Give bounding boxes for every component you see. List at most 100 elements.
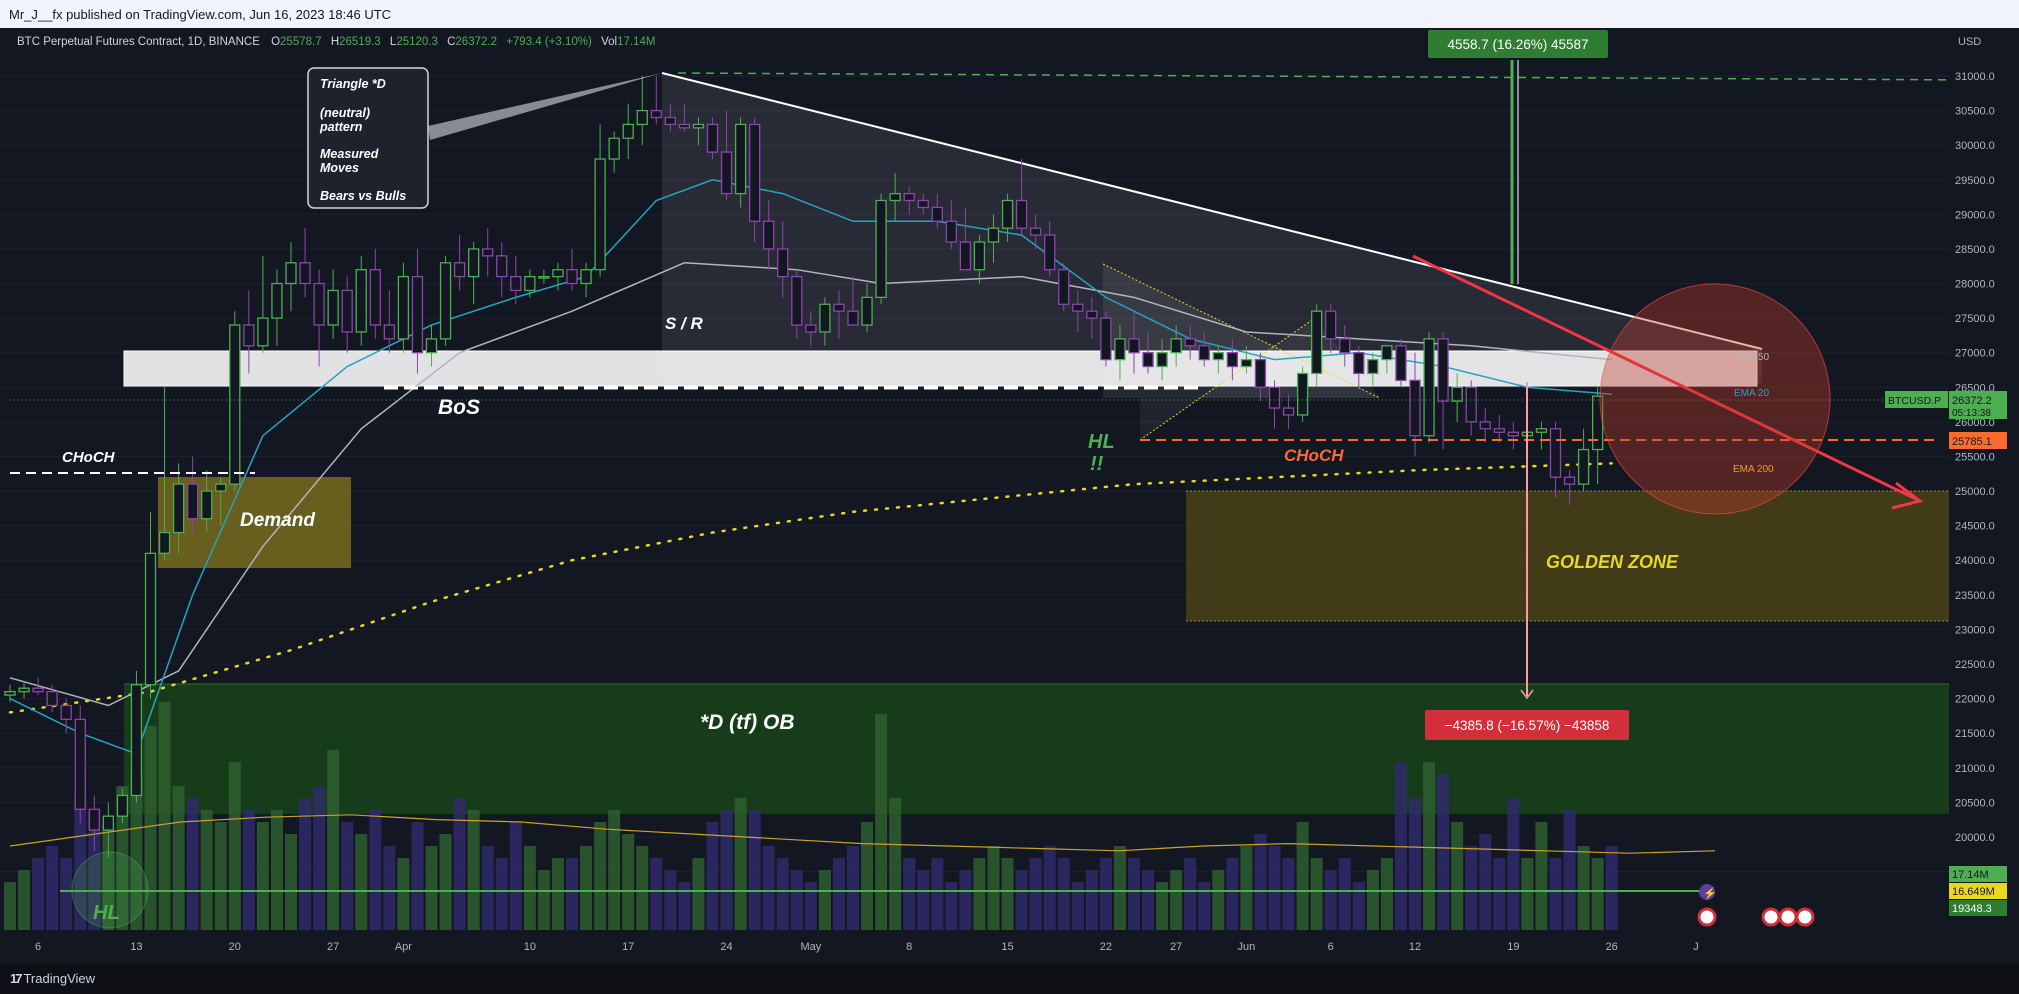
bowtie-line-2 <box>1139 317 1316 441</box>
candle-body <box>636 109 648 126</box>
candle-body <box>1015 199 1028 229</box>
candle-body <box>889 192 901 202</box>
volume-bar <box>875 714 888 930</box>
candle-body <box>791 275 803 326</box>
candle-body <box>32 687 44 693</box>
time-tick-label: 19 <box>1507 941 1519 953</box>
volume-bar <box>116 786 129 930</box>
chart-canvas[interactable]: Triangle *D (neutral) pattern Measured M… <box>0 28 2019 964</box>
candle-body <box>299 262 311 285</box>
volume-bar <box>1113 846 1126 930</box>
ema50-line <box>9 262 1612 707</box>
candle-body <box>496 255 508 278</box>
candle-body <box>1563 476 1576 485</box>
lightning-icon <box>1699 884 1715 900</box>
candle-body <box>692 123 705 129</box>
time-tick-label: 26 <box>1606 941 1618 953</box>
price-tick-label: 28000.0 <box>1955 279 1995 291</box>
volume-bar <box>1437 774 1450 930</box>
price-tags: BTCUSD.P 26372.2 05:13:38 25785.1 17.14M… <box>1885 391 2007 916</box>
measure-down-tag[interactable]: −4385.8 (−16.57%) −43858 <box>1425 710 1629 740</box>
time-tick-label: 10 <box>524 941 536 953</box>
volume-bar <box>4 882 16 930</box>
candle-body <box>1114 338 1126 361</box>
volume-bar <box>397 858 410 930</box>
event-icons[interactable]: ⚡ <box>1697 884 1815 927</box>
price-tick-label: 21500.0 <box>1955 728 1995 740</box>
candle-body <box>355 269 367 333</box>
triangle-fill <box>662 73 1762 383</box>
volume-bars <box>4 702 1618 930</box>
legend: BTC Perpetual Futures Contract, 1D, BINA… <box>17 36 655 48</box>
price-tick-label: 24500.0 <box>1955 521 1995 533</box>
volume-bar <box>1577 846 1590 930</box>
time-tick-label: 17 <box>622 941 634 953</box>
note-line-5: Moves <box>320 161 359 175</box>
candle-body <box>1451 386 1463 402</box>
candle-body <box>650 109 662 119</box>
tradingview-logo[interactable]: 17 TradingView <box>10 971 95 986</box>
volume-bar <box>1212 870 1225 930</box>
measure-up-tag[interactable]: 4558.7 (16.26%) 45587 <box>1428 30 1608 58</box>
candle-body <box>1311 310 1323 375</box>
candle-body <box>243 324 255 347</box>
candle-body <box>1254 358 1267 388</box>
candles <box>4 76 1604 858</box>
volume-bar <box>411 822 424 930</box>
candle-body <box>594 158 606 271</box>
candle-body <box>1296 372 1309 416</box>
note-pointer <box>428 73 662 140</box>
price-tick-label: 26000.0 <box>1955 417 1995 429</box>
volume-bar <box>1409 798 1421 930</box>
candle-body <box>510 275 522 292</box>
candle-body <box>931 206 943 222</box>
candle-body <box>453 262 466 278</box>
candle-body <box>1156 352 1168 368</box>
volume-bar <box>720 810 733 930</box>
triangle-note-box[interactable]: Triangle *D (neutral) pattern Measured M… <box>307 67 662 209</box>
golden-zone-label: GOLDEN ZONE <box>1546 552 1679 572</box>
volume-bar <box>369 810 382 930</box>
legend-line: BTC Perpetual Futures Contract, 1D, BINA… <box>17 36 655 48</box>
volume-bar <box>214 822 227 930</box>
price-tick-label: 27000.0 <box>1955 348 1995 360</box>
price-tick-label: 31000.0 <box>1955 71 1995 83</box>
volume-bar <box>172 786 185 930</box>
volume-bar <box>678 882 691 930</box>
vol-avg-tag-bg <box>1949 900 2007 916</box>
volume-bar <box>1380 858 1393 930</box>
price-tick-label: 29000.0 <box>1955 209 1995 221</box>
candle-body <box>4 691 16 696</box>
volume-bar <box>847 846 859 930</box>
time-axis[interactable]: 6 13 20 27 Apr 10 17 24 May 8 15 22 27 Jun 6 12 19 26 J <box>0 934 1949 964</box>
candle-body <box>1493 428 1505 433</box>
candle-body <box>1100 317 1112 361</box>
annotation-labels: S / R BoS CHoCH CHoCH Demand HL !! GOLDE… <box>62 314 1774 924</box>
candle-body <box>1507 431 1519 437</box>
focus-circle <box>1599 283 1831 515</box>
volume-bar <box>1338 858 1351 930</box>
price-tick-label: 29500.0 <box>1955 175 1995 187</box>
candle-body <box>74 718 86 810</box>
volume-bar <box>1310 858 1323 930</box>
volume-bar <box>60 858 73 930</box>
note-line-3: pattern <box>319 120 363 134</box>
candle-body <box>186 483 199 520</box>
volume-bar <box>200 810 213 930</box>
vol-tag-bg <box>1949 866 2007 882</box>
candle-body <box>678 123 691 129</box>
volume-bar <box>88 810 101 930</box>
candle-body <box>1577 448 1590 485</box>
volume-bar <box>74 798 87 930</box>
volume-bar <box>1366 870 1379 930</box>
candle-body <box>763 220 775 250</box>
volume-bar <box>425 846 438 930</box>
volume-bar <box>1099 858 1112 930</box>
ob-label: *D (tf) OB <box>700 711 794 734</box>
candle-body <box>257 317 269 347</box>
price-axis[interactable]: USD 31000.0 30500.0 30000.0 29500.0 29000.0 2… <box>1949 28 2019 948</box>
publisher-text: Mr_J__fx published on TradingView.com, J… <box>9 7 392 22</box>
vol-ma-tag-bg <box>1949 883 2007 899</box>
volume-bar <box>158 702 171 930</box>
volume-bar <box>270 810 283 930</box>
